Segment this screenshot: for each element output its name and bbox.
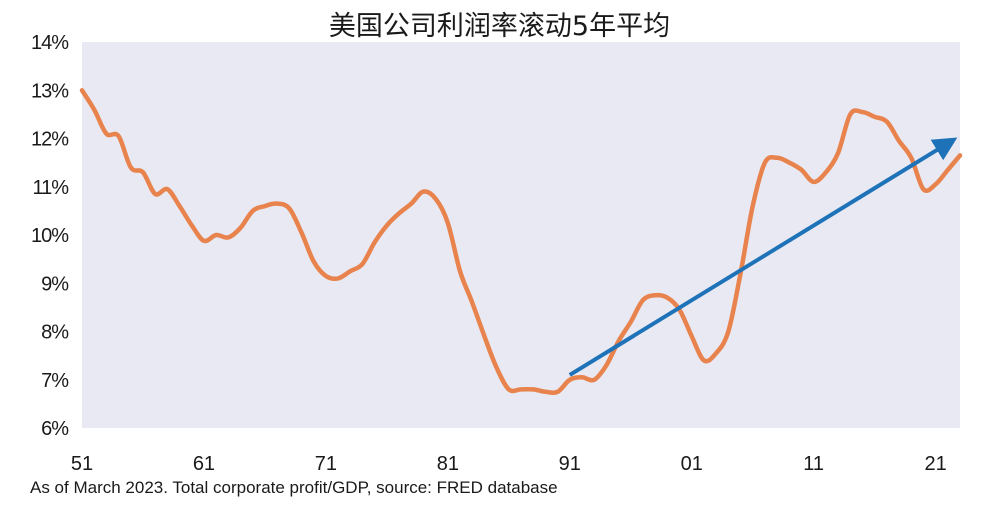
footnote: As of March 2023. Total corporate profit… — [30, 478, 558, 497]
x-tick-label: 01 — [681, 453, 703, 475]
y-tick-label: 9% — [41, 273, 69, 295]
y-tick-label: 10% — [31, 225, 69, 247]
y-tick-label: 14% — [31, 32, 69, 54]
x-tick-label: 61 — [193, 453, 215, 475]
plot-background — [82, 42, 960, 428]
y-tick-label: 11% — [32, 177, 69, 199]
y-axis-ticks: 6% 7% 8% 9% 10% 11% 12% 13% 14% — [31, 32, 70, 440]
series-line — [79, 88, 963, 396]
y-tick-label: 12% — [31, 129, 69, 151]
x-tick-label: 81 — [437, 453, 459, 475]
trend-arrow — [568, 137, 958, 377]
y-tick-label: 7% — [41, 370, 69, 392]
y-tick-label: 8% — [41, 322, 69, 344]
chart-title: 美国公司利润率滚动5年平均 — [328, 11, 671, 42]
x-tick-label: 21 — [924, 453, 946, 475]
y-tick-label: 13% — [31, 80, 69, 102]
x-axis-ticks: 51 61 71 81 91 01 11 21 — [71, 453, 947, 475]
x-tick-label: 51 — [71, 453, 93, 475]
x-tick-label: 11 — [803, 453, 824, 475]
y-tick-label: 6% — [41, 418, 69, 440]
x-tick-label: 91 — [559, 453, 581, 475]
x-tick-label: 71 — [315, 453, 337, 475]
